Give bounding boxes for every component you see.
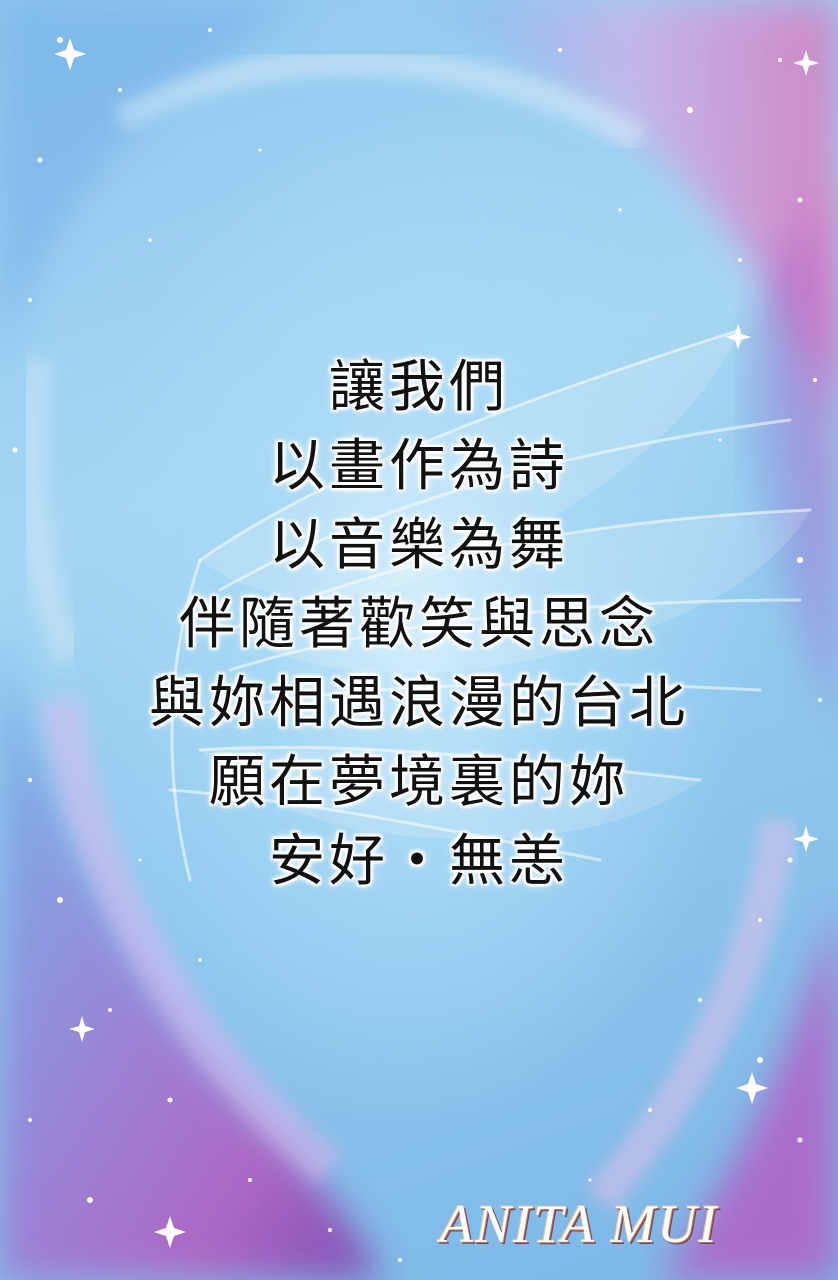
poem-line-3: 以音樂為舞 bbox=[269, 513, 569, 578]
signature-text: ANITA MUI bbox=[440, 1194, 719, 1254]
poem-line-4: 伴隨著歡笑與思念 bbox=[179, 592, 659, 657]
poem-line-7: 安好‧無恙 bbox=[269, 829, 569, 894]
poem-line-2: 以畫作為詩 bbox=[269, 434, 569, 499]
poem-line-5: 與妳相遇浪漫的台北 bbox=[149, 671, 689, 736]
poem-line-1: 讓我們 bbox=[329, 355, 509, 420]
poem-text: 讓我們 以畫作為詩 以音樂為舞 伴隨著歡笑與思念 與妳相遇浪漫的台北 願在夢境裏… bbox=[0, 348, 838, 901]
poem-line-6: 願在夢境裏的妳 bbox=[209, 750, 629, 815]
